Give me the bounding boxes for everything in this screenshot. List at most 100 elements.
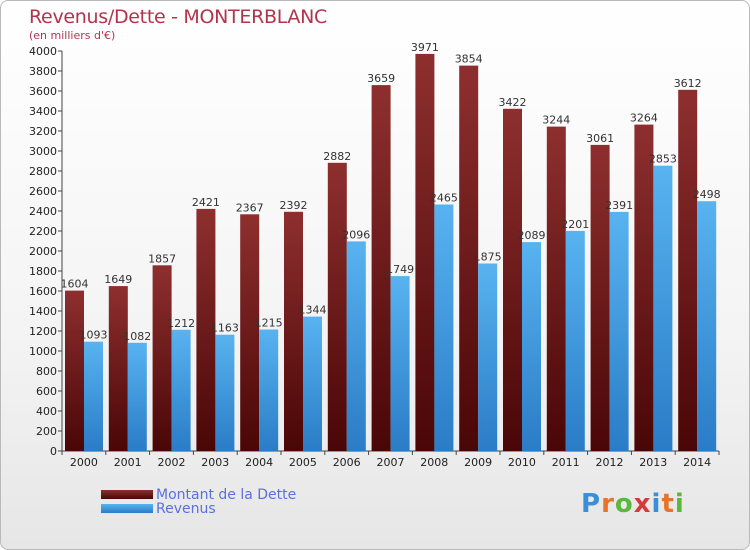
data-label-dette: 3659 (367, 72, 395, 85)
y-tick-label: 1600 (29, 285, 57, 298)
data-label-dette: 1649 (104, 273, 132, 286)
logo-letter: i (674, 489, 685, 519)
data-label-revenus: 2391 (605, 199, 633, 212)
bar-dette (65, 290, 84, 451)
y-tick-label: 3000 (29, 145, 57, 158)
legend-swatch-revenus (101, 504, 153, 513)
x-tick-label: 2008 (420, 456, 448, 469)
chart-title: Revenus/Dette - MONTERBLANC (29, 6, 328, 28)
x-tick-label: 2007 (377, 456, 405, 469)
y-tick-label: 400 (36, 405, 57, 418)
logo-letter: P (581, 489, 602, 519)
data-label-revenus: 1163 (211, 322, 239, 335)
bar-dette (459, 65, 479, 451)
bar-revenus (346, 241, 366, 451)
y-tick-label: 1800 (29, 265, 57, 278)
data-label-revenus: 2096 (342, 228, 370, 241)
data-label-dette: 3612 (674, 77, 702, 90)
data-label-dette: 2392 (280, 199, 308, 212)
x-tick-label: 2006 (333, 456, 361, 469)
bar-dette (371, 85, 391, 451)
y-tick-label: 0 (50, 445, 57, 458)
legend-swatch-debt (101, 490, 153, 499)
data-label-revenus: 2465 (430, 192, 458, 205)
y-tick-label: 600 (36, 385, 57, 398)
logo-letter: t (661, 489, 675, 519)
bar-dette (152, 265, 172, 451)
y-tick-label: 4000 (29, 45, 57, 58)
logo-letter: i (651, 489, 662, 519)
bar-dette (108, 286, 128, 451)
data-label-dette: 2367 (236, 201, 264, 214)
y-tick-label: 200 (36, 425, 57, 438)
data-label-revenus: 2498 (693, 188, 721, 201)
bar-revenus (259, 329, 279, 451)
y-tick-label: 2200 (29, 225, 57, 238)
data-label-revenus: 1215 (255, 317, 283, 330)
data-label-revenus: 1344 (299, 304, 327, 317)
data-label-dette: 3971 (411, 41, 439, 54)
y-tick-label: 800 (36, 365, 57, 378)
bar-revenus (697, 201, 717, 451)
data-label-dette: 3264 (630, 112, 658, 125)
x-tick-label: 2010 (508, 456, 536, 469)
bar-dette (634, 124, 654, 451)
bar-dette (240, 214, 260, 451)
logo-letter: r (601, 489, 615, 519)
bar-revenus (171, 329, 191, 451)
y-tick-label: 1200 (29, 325, 57, 338)
bar-dette (284, 211, 303, 451)
bar-revenus (303, 316, 322, 451)
y-tick-label: 2000 (29, 245, 57, 258)
y-tick-label: 3200 (29, 125, 57, 138)
data-label-revenus: 1749 (386, 263, 414, 276)
logo-letter: o (614, 489, 634, 519)
legend-label-debt: Montant de la Dette (156, 487, 297, 503)
data-label-revenus: 1212 (167, 317, 195, 330)
data-label-dette: 3061 (586, 132, 614, 145)
y-tick-label: 2600 (29, 185, 57, 198)
data-label-revenus: 1875 (474, 251, 502, 264)
data-label-dette: 1857 (148, 252, 176, 265)
x-tick-label: 2011 (552, 456, 580, 469)
bar-dette (415, 53, 435, 452)
x-tick-label: 2001 (114, 456, 142, 469)
y-tick-label: 1400 (29, 305, 57, 318)
bar-dette (327, 162, 347, 452)
y-tick-label: 2400 (29, 205, 57, 218)
x-tick-label: 2004 (245, 456, 273, 469)
x-tick-label: 2013 (639, 456, 667, 469)
bar-dette (678, 89, 698, 452)
legend-label-revenus: Revenus (156, 501, 216, 517)
bar-dette (196, 208, 216, 451)
x-tick-label: 2005 (289, 456, 317, 469)
x-tick-label: 2009 (464, 456, 492, 469)
bar-dette (503, 108, 522, 452)
y-tick-label: 3800 (29, 65, 57, 78)
data-label-revenus: 2201 (561, 218, 589, 231)
bar-revenus (609, 211, 629, 451)
data-label-dette: 2421 (192, 196, 220, 209)
x-tick-label: 2000 (70, 456, 98, 469)
bar-revenus (434, 204, 454, 451)
y-tick-label: 2800 (29, 165, 57, 178)
data-label-dette: 3244 (542, 114, 570, 127)
x-tick-label: 2003 (201, 456, 229, 469)
bar-dette (546, 126, 566, 451)
bar-revenus (215, 334, 235, 451)
logo-letter: x (633, 489, 652, 519)
proxiti-logo: Proxiti (581, 489, 685, 519)
data-label-dette: 2882 (323, 150, 351, 163)
data-label-dette: 3422 (499, 96, 527, 109)
y-tick-label: 3400 (29, 105, 57, 118)
x-tick-label: 2014 (683, 456, 711, 469)
data-label-revenus: 1093 (80, 329, 108, 342)
x-tick-label: 2012 (596, 456, 624, 469)
data-label-revenus: 2853 (649, 153, 677, 166)
bar-revenus (478, 263, 498, 451)
data-label-dette: 1604 (61, 278, 89, 291)
bar-revenus (522, 242, 541, 451)
chart-subtitle: (en milliers d'€) (29, 29, 116, 42)
